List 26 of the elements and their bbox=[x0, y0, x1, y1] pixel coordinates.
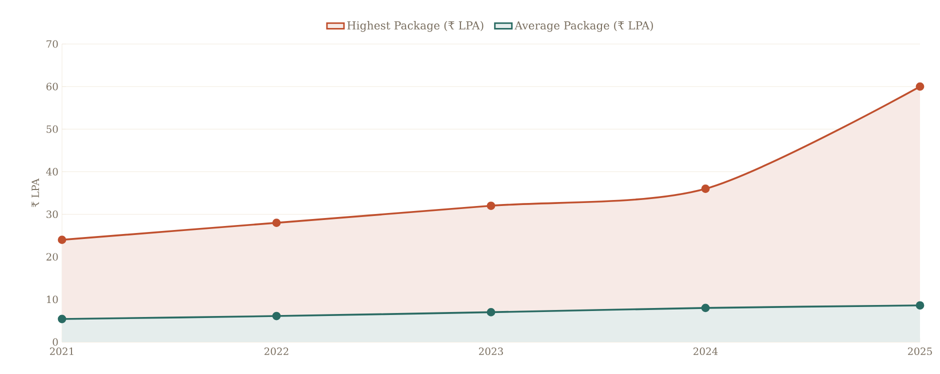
legend-label: Average Package (₹ LPA) bbox=[514, 21, 653, 32]
x-tick-label: 2023 bbox=[479, 348, 503, 356]
y-tick-label: 40 bbox=[46, 168, 58, 176]
y-tick-label: 20 bbox=[46, 253, 58, 261]
point bbox=[486, 202, 496, 210]
legend-label: Highest Package (₹ LPA) bbox=[347, 21, 484, 32]
x-tick-label: 2021 bbox=[50, 348, 74, 356]
y-tick-label: 30 bbox=[46, 210, 58, 218]
point bbox=[272, 218, 281, 227]
y-tick-label: 50 bbox=[46, 125, 58, 133]
point bbox=[486, 308, 496, 316]
point bbox=[701, 184, 710, 193]
point bbox=[916, 82, 924, 91]
y-tick-label: 10 bbox=[47, 296, 58, 304]
y-tick-label: 60 bbox=[46, 82, 58, 90]
x-tick-label: 2025 bbox=[908, 348, 932, 356]
y-tick-label: 0 bbox=[52, 338, 58, 346]
point bbox=[58, 314, 66, 324]
x-tick-label: 2022 bbox=[264, 348, 288, 356]
y-axis-title: ₹ LPA bbox=[32, 178, 39, 208]
point bbox=[58, 236, 66, 244]
x-tick-label: 2024 bbox=[694, 348, 718, 356]
point bbox=[701, 304, 710, 312]
point bbox=[916, 301, 924, 310]
y-tick-label: 70 bbox=[46, 40, 58, 48]
point bbox=[272, 312, 281, 320]
